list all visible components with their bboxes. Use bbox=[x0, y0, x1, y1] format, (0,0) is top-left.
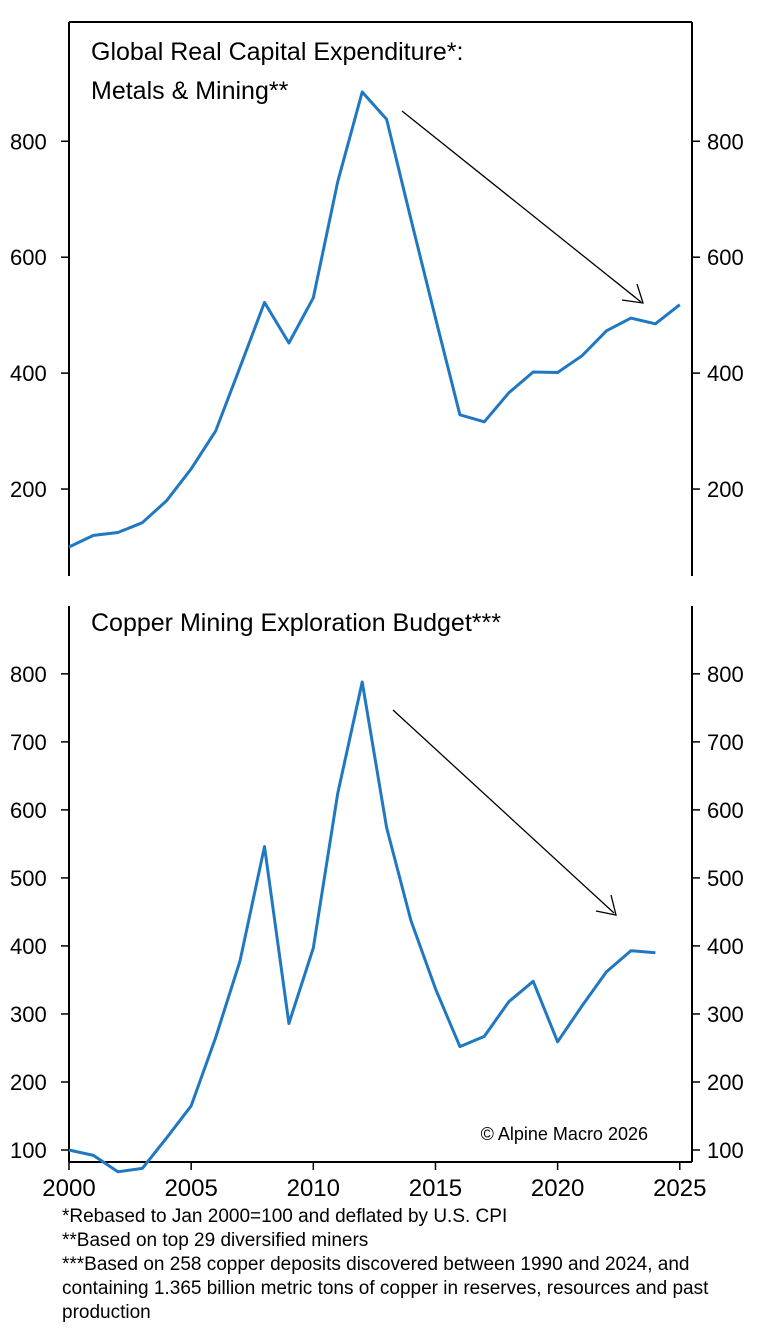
footnote-2: **Based on top 29 diversified miners bbox=[62, 1230, 369, 1251]
x-axis-tick-label: 2005 bbox=[164, 1175, 217, 1200]
top-panel: Global Real Capital Expenditure*: Metals… bbox=[10, 21, 744, 576]
bottom-panel: Copper Mining Exploration Budget*** 100 1… bbox=[10, 606, 744, 1200]
top-panel-left-tick-label: 200 bbox=[10, 477, 47, 502]
x-axis-tick-label: 2020 bbox=[531, 1175, 584, 1200]
bottom-panel-left-tick-label: 100 bbox=[10, 1138, 47, 1163]
top-panel-title-line1: Global Real Capital Expenditure*: bbox=[91, 38, 463, 66]
footnotes: *Rebased to Jan 2000=100 and deflated by… bbox=[62, 1205, 762, 1325]
bottom-panel-left-tick-label: 500 bbox=[10, 866, 47, 891]
top-panel-trend-arrow bbox=[401, 110, 644, 304]
top-panel-title-line2: Metals & Mining** bbox=[91, 77, 289, 105]
bottom-panel-right-tick-label: 600 bbox=[707, 798, 744, 823]
top-panel-right-tick-label: 200 bbox=[707, 477, 744, 502]
bottom-panel-right-tick-label: 700 bbox=[707, 730, 744, 755]
bottom-panel-right-tick-label: 100 bbox=[707, 1138, 744, 1163]
top-panel-series-line bbox=[68, 90, 681, 549]
top-panel-left-tick-label: 400 bbox=[10, 361, 47, 386]
bottom-panel-left-tick-label: 400 bbox=[10, 934, 47, 959]
source-credit: © Alpine Macro 2026 bbox=[481, 1124, 648, 1144]
footnote-3: ***Based on 258 copper deposits discover… bbox=[62, 1254, 709, 1323]
bottom-panel-title: Copper Mining Exploration Budget*** bbox=[91, 609, 501, 637]
footnote-1: *Rebased to Jan 2000=100 and deflated by… bbox=[62, 1206, 508, 1227]
bottom-panel-left-tick-label: 300 bbox=[10, 1002, 47, 1027]
top-panel-left-tick-label: 600 bbox=[10, 245, 47, 270]
top-panel-right-tick-label: 400 bbox=[707, 361, 744, 386]
top-panel-left-tick-label: 800 bbox=[10, 129, 47, 154]
top-panel-right-tick-label: 600 bbox=[707, 245, 744, 270]
bottom-panel-right-tick-label: 400 bbox=[707, 934, 744, 959]
bottom-panel-series-line bbox=[68, 680, 656, 1174]
bottom-panel-left-tick-label: 200 bbox=[10, 1070, 47, 1095]
bottom-panel-right-tick-label: 300 bbox=[707, 1002, 744, 1027]
bottom-panel-right-tick-label: 500 bbox=[707, 866, 744, 891]
bottom-panel-left-tick-label: 700 bbox=[10, 730, 47, 755]
bottom-panel-left-tick-label: 800 bbox=[10, 662, 47, 687]
x-axis-tick-label: 2025 bbox=[653, 1175, 706, 1200]
bottom-panel-trend-arrow bbox=[392, 709, 617, 916]
bottom-panel-left-tick-label: 600 bbox=[10, 798, 47, 823]
x-axis-tick-label: 2010 bbox=[287, 1175, 340, 1200]
x-axis-tick-label: 2000 bbox=[42, 1175, 95, 1200]
x-axis-tick-label: 2015 bbox=[409, 1175, 462, 1200]
top-panel-right-tick-label: 800 bbox=[707, 129, 744, 154]
chart-figure: Global Real Capital Expenditure*: Metals… bbox=[10, 21, 744, 1200]
bottom-panel-right-tick-label: 200 bbox=[707, 1070, 744, 1095]
bottom-panel-right-tick-label: 800 bbox=[707, 662, 744, 687]
